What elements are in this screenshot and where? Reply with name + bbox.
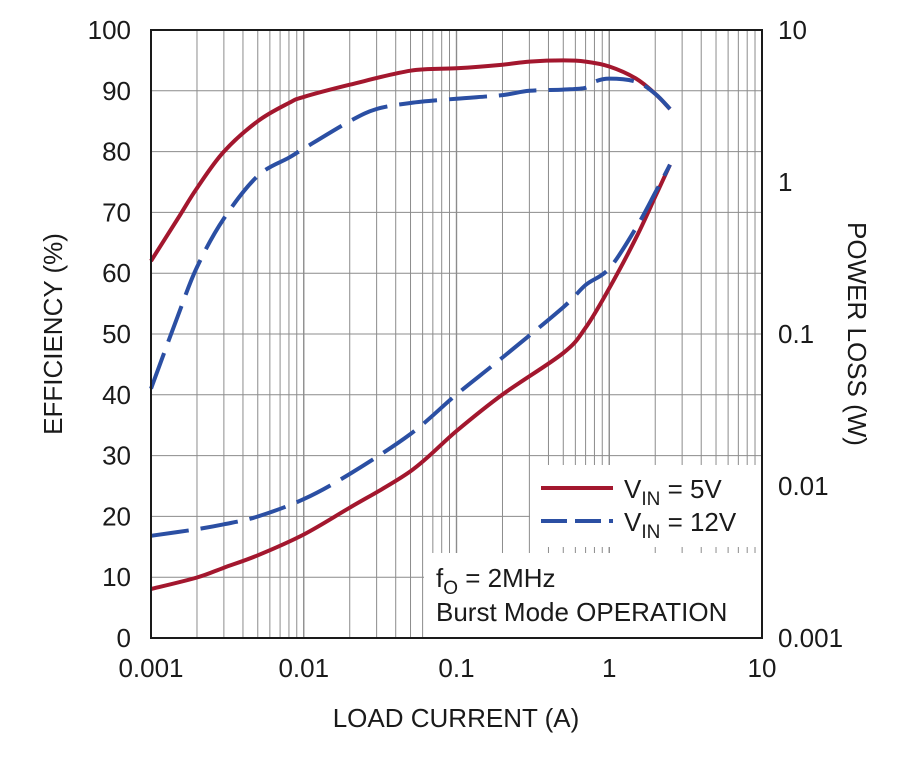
y2-tick-label: 0.1 [778,319,814,349]
annotation-frequency-main: f [436,563,444,593]
y-tick-label: 20 [102,501,131,531]
y2-tick-label: 0.001 [778,623,843,653]
y-tick-label: 0 [117,623,131,653]
legend-background [530,465,761,547]
annotation-frequency: fO = 2MHz [436,563,556,599]
y-tick-label: 40 [102,380,131,410]
x-tick-label: 1 [602,653,616,683]
y-axis-title: EFFICIENCY (%) [38,233,68,435]
legend-label-rest: = 5V [660,474,722,504]
y2-tick-label: 1 [778,167,792,197]
plot-frame [150,29,763,639]
y-tick-label: 70 [102,197,131,227]
x-axis-title: LOAD CURRENT (A) [333,703,580,733]
annotation-frequency-sub: O [443,578,458,599]
y2-axis-title: POWER LOSS (W) [842,222,872,446]
legend-label: VIN = 12V [624,507,737,543]
efficiency-line-vin-5v [149,58,672,263]
legend-label-sub: IN [641,522,660,543]
x-tick-label: 0.01 [278,653,329,683]
legend-label-sub: IN [641,489,660,510]
y2-tick-label: 10 [778,15,807,45]
y-tick-label: 100 [88,15,131,45]
y-tick-label: 60 [102,258,131,288]
bottom-axis-ticks: 0.001 0.01 0.1 1 10 [118,653,776,683]
legend-label: VIN = 5V [624,474,722,510]
legend-label-main: V [624,474,642,504]
annotation-background [424,553,761,637]
legend-label-main: V [624,507,642,537]
annotation-frequency-rest: = 2MHz [458,563,556,593]
x-tick-label: 10 [748,653,777,683]
right-axis-ticks: 0.001 0.01 0.1 1 10 [778,15,843,653]
curves [149,58,672,591]
left-axis-ticks: 0 10 20 30 40 50 60 70 80 90 100 [88,15,131,653]
y-tick-label: 50 [102,319,131,349]
legend-label-rest: = 12V [660,507,737,537]
x-tick-label: 0.001 [118,653,183,683]
x-tick-label: 0.1 [438,653,474,683]
power-loss-line-vin-5v [150,163,672,591]
y2-tick-label: 0.01 [778,471,829,501]
y-tick-label: 10 [102,562,131,592]
efficiency-line-vin-12v [149,76,672,390]
annotation-mode: Burst Mode OPERATION [436,597,727,627]
power-loss-line-vin-12v [150,163,672,538]
y-tick-label: 30 [102,441,131,471]
y-tick-label: 80 [102,137,131,167]
y-tick-label: 90 [102,76,131,106]
